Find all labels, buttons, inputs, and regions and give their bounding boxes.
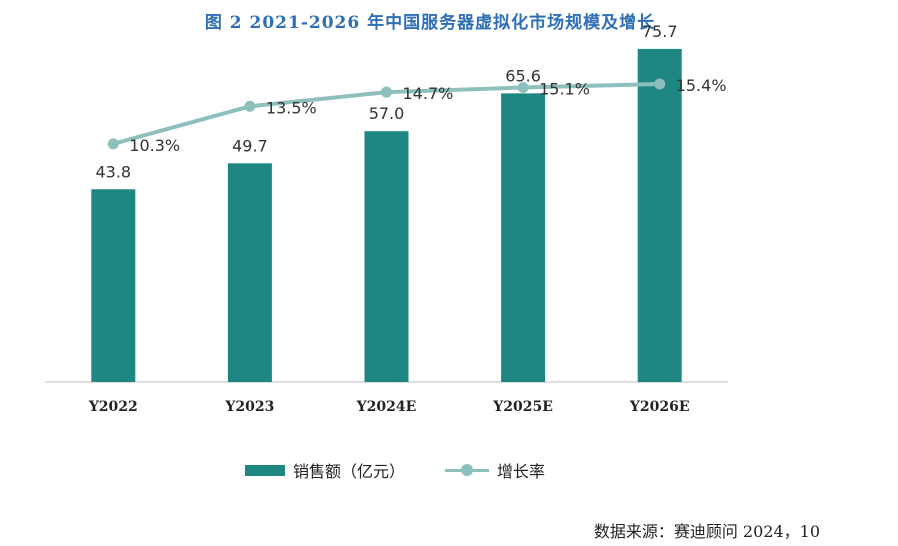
growth-data-label: 15.4% — [676, 76, 727, 95]
chart-title: 图 2 2021-2026 年中国服务器虚拟化市场规模及增长 — [204, 13, 656, 33]
growth-point-Y2023 — [244, 100, 256, 112]
growth-point-Y2022 — [107, 138, 119, 150]
legend-label-growth: 增长率 — [497, 462, 546, 481]
legend: 销售额（亿元） 增长率 — [245, 458, 585, 482]
growth-data-label: 14.7% — [403, 84, 454, 103]
bar-Y2025E — [501, 93, 546, 383]
bar-data-label: 75.7 — [642, 22, 678, 41]
legend-label-sales: 销售额（亿元） — [293, 462, 406, 481]
growth-data-label: 10.3% — [129, 136, 180, 155]
bar-Y2023 — [227, 163, 272, 382]
bar-Y2026E — [637, 48, 682, 383]
bar-Y2022 — [91, 189, 136, 382]
x-tick-label: Y2022 — [88, 399, 138, 415]
growth-point-Y2024E — [381, 86, 392, 98]
legend-swatch-bar — [245, 464, 285, 476]
x-tick-label: Y2026E — [629, 399, 690, 415]
bar-data-label: 43.8 — [95, 162, 131, 181]
bar-Y2024E — [364, 131, 409, 382]
growth-point-Y2025E — [517, 81, 529, 93]
bar-data-label: 65.6 — [505, 66, 541, 85]
growth-data-label: 15.1% — [539, 79, 590, 98]
legend-item-growth: 增长率 — [445, 458, 545, 482]
legend-item-sales: 销售额（亿元） — [245, 458, 405, 482]
data-source-note: 数据来源：赛迪顾问 2024，10 — [593, 522, 820, 541]
growth-data-label: 13.5% — [266, 98, 317, 117]
bar-data-label: 57.0 — [369, 104, 405, 123]
x-tick-label: Y2025E — [492, 399, 553, 415]
legend-swatch-line — [445, 463, 490, 477]
x-tick-label: Y2023 — [224, 399, 274, 415]
growth-point-Y2026E — [654, 78, 666, 90]
bar-data-label: 49.7 — [232, 136, 268, 155]
x-tick-label: Y2024E — [356, 399, 417, 415]
